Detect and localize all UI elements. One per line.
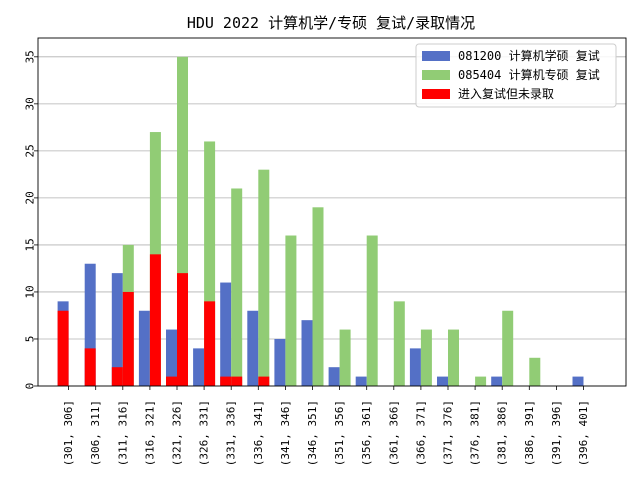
x-tick-label: (341, 346] — [279, 400, 292, 466]
x-tick-label: (331, 336] — [225, 400, 238, 466]
y-tick-label: 15 — [24, 238, 37, 251]
bar-not-admitted-085404 — [122, 291, 134, 386]
bar-081200 — [220, 282, 232, 386]
x-tick-label: (396, 401] — [577, 400, 590, 466]
bar-085404 — [366, 235, 378, 386]
x-tick-label: (386, 391] — [523, 400, 536, 466]
bar-081200 — [138, 310, 150, 386]
plot-frame — [37, 37, 627, 387]
bar-085404 — [258, 169, 270, 386]
y-tick-label: 20 — [24, 191, 37, 204]
bars — [57, 56, 584, 386]
x-tick-label: (301, 306] — [62, 400, 75, 466]
bar-081200 — [274, 338, 286, 386]
axes — [37, 37, 627, 387]
bar-081200 — [247, 310, 259, 386]
bar-081200 — [328, 367, 340, 386]
x-tick-label: (376, 381] — [469, 400, 482, 466]
bar-not-admitted-085404 — [258, 376, 270, 386]
x-tick-label: (391, 396] — [550, 400, 563, 466]
y-tick-label: 0 — [24, 383, 37, 390]
chart-title: HDU 2022 计算机学/专硕 复试/录取情况 — [187, 14, 475, 32]
bar-085404 — [448, 329, 459, 386]
x-tick-label: (316, 321] — [143, 400, 156, 466]
bar-not-admitted-085404 — [177, 273, 188, 386]
x-tick-label: (326, 331] — [198, 400, 211, 466]
legend-swatch — [422, 51, 450, 61]
bar-085404 — [475, 376, 487, 386]
bar-081200 — [301, 320, 313, 386]
bar-085404 — [339, 329, 351, 386]
y-tick-label: 35 — [24, 50, 37, 63]
bar-not-admitted-081200 — [166, 376, 177, 386]
legend-box — [415, 43, 617, 108]
x-tick-label: (336, 341] — [252, 400, 265, 466]
y-axis-ticks: 0 5 10 15 20 25 30 35 — [24, 50, 38, 390]
legend-label: 081200 计算机学硕 复试 — [458, 48, 600, 63]
bar-085404 — [177, 56, 188, 386]
bar-085404 — [420, 329, 432, 386]
x-axis-ticks: (301, 306] (306, 311] (311, 316] (316, 321]… — [62, 386, 590, 466]
bar-081200 — [84, 263, 96, 386]
bar-not-admitted-081200 — [84, 348, 96, 386]
x-tick-label: (311, 316] — [116, 400, 129, 466]
bar-not-admitted-081200 — [220, 376, 232, 386]
x-tick-label: (321, 326] — [171, 400, 184, 466]
legend-swatch — [422, 89, 450, 99]
x-tick-label: (346, 351] — [306, 400, 319, 466]
x-tick-label: (361, 366] — [387, 400, 400, 466]
bar-085404 — [231, 188, 243, 386]
bar-not-admitted-085404 — [231, 376, 243, 386]
x-tick-label: (306, 311] — [89, 400, 102, 466]
y-tick-label: 10 — [24, 285, 37, 298]
bar-085404 — [312, 207, 324, 386]
legend-swatch — [422, 70, 450, 80]
bar-081200 — [572, 376, 584, 386]
y-tick-label: 30 — [24, 97, 37, 110]
bar-081200 — [355, 376, 367, 386]
y-tick-label: 5 — [24, 336, 37, 343]
bar-not-admitted-085404 — [149, 254, 161, 386]
bar-081200 — [111, 273, 123, 386]
x-tick-label: (351, 356] — [333, 400, 346, 466]
bar-085404 — [393, 301, 405, 386]
bar-081200 — [491, 376, 503, 386]
bar-085404 — [502, 310, 514, 386]
bar-085404 — [285, 235, 297, 386]
legend-label: 085404 计算机专硕 复试 — [458, 67, 600, 82]
bar-not-admitted-081200 — [57, 310, 69, 386]
x-tick-label: (381, 386] — [496, 400, 509, 466]
x-tick-label: (356, 361] — [360, 400, 373, 466]
bar-not-admitted-085404 — [204, 301, 216, 386]
bar-081200 — [193, 348, 205, 386]
x-tick-label: (366, 371] — [414, 400, 427, 466]
bar-085404 — [529, 357, 541, 386]
x-tick-label: (371, 376] — [442, 400, 455, 466]
bar-not-admitted-081200 — [111, 367, 123, 386]
bar-081200 — [409, 348, 421, 386]
bar-081200 — [166, 329, 177, 386]
legend-label: 进入复试但未录取 — [458, 86, 554, 101]
bar-085404 — [204, 141, 216, 386]
bar-081200 — [437, 376, 448, 386]
y-tick-label: 25 — [24, 144, 37, 157]
